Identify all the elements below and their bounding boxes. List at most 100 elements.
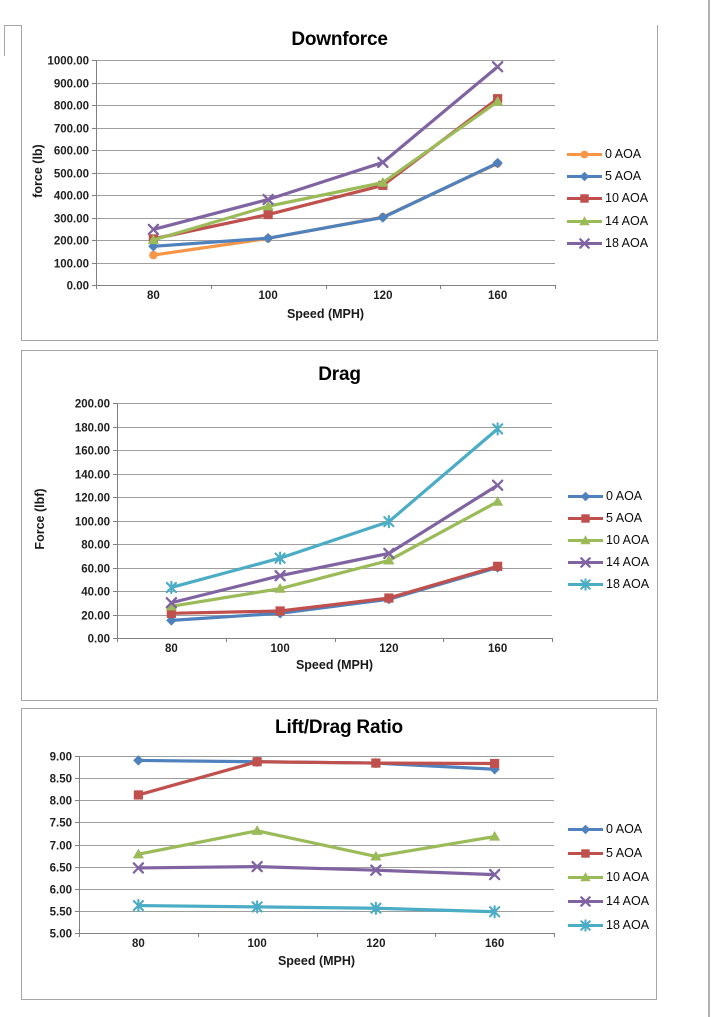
series-line[interactable] [169, 483, 500, 605]
x-tick-label: 120 [366, 938, 385, 950]
y-tick-label: 6.50 [50, 863, 72, 875]
legend-item[interactable]: 14 AOA [567, 554, 649, 570]
data-point-marker [579, 171, 590, 181]
data-point-marker [383, 554, 395, 565]
series-line[interactable] [136, 760, 497, 797]
data-point-marker [384, 593, 394, 603]
legend-item[interactable]: 10 AOA [567, 532, 649, 548]
data-point-marker [580, 193, 589, 203]
legend-item[interactable]: 5 AOA [566, 168, 641, 184]
series-line[interactable] [151, 161, 500, 248]
series-line[interactable] [169, 564, 500, 615]
data-point-marker [377, 212, 389, 223]
data-point-marker [580, 824, 591, 834]
legend-marker-asterisk-icon [568, 918, 603, 932]
data-point-marker [274, 583, 286, 593]
legend-marker-x-icon [568, 895, 603, 907]
x-tick-label: 160 [485, 938, 504, 950]
y-tick-label: 500.00 [54, 169, 89, 181]
chart-title: Lift/Drag Ratio [275, 717, 403, 738]
data-point-marker [262, 193, 274, 206]
series-line[interactable] [136, 829, 497, 859]
y-tick-label: 800.00 [54, 101, 89, 113]
data-point-marker [581, 513, 590, 523]
series-line[interactable] [151, 97, 500, 241]
legend-marker-diamond-icon [568, 491, 603, 501]
data-point-marker [491, 61, 504, 73]
data-point-marker [377, 156, 389, 169]
y-tick-label: 700.00 [54, 124, 89, 136]
y-tick-label: 0.00 [67, 281, 89, 293]
plot-area[interactable]: 1000.00900.00800.00700.00600.00500.00400… [22, 25, 659, 341]
legend-item[interactable]: 18 AOA [567, 576, 649, 592]
data-point-marker [274, 551, 286, 565]
legend-item[interactable]: 18 AOA [566, 235, 648, 251]
x-tick-label: 160 [488, 290, 507, 302]
data-point-marker [492, 496, 504, 506]
legend-item[interactable]: 5 AOA [567, 845, 642, 861]
legend-marker-square-icon [568, 513, 603, 523]
data-point-marker [252, 757, 262, 767]
legend-item[interactable]: 14 AOA [567, 893, 649, 909]
legend-item[interactable]: 0 AOA [566, 146, 641, 162]
series-line[interactable] [136, 903, 497, 914]
legend-item-label: 0 AOA [606, 489, 643, 503]
plot-area[interactable]: 9.00 8.50 8.00 7.50 7.00 6.50 6.00 5.50 5.00 80 10… [22, 709, 658, 1001]
data-point-marker [491, 479, 504, 491]
y-tick-label: 120.00 [75, 493, 110, 505]
data-point-marker [133, 790, 143, 800]
y-tick-label: 8.00 [50, 796, 72, 808]
series-line[interactable] [169, 500, 500, 608]
x-tick-label: 80 [165, 643, 178, 655]
data-point-marker [492, 96, 504, 106]
y-tick-label: 80.00 [81, 540, 110, 552]
legend-item[interactable]: 14 AOA [566, 213, 648, 229]
data-point-marker [579, 237, 590, 249]
x-tick-label: 120 [373, 290, 392, 302]
data-point-marker [490, 758, 500, 769]
y-tick-label: 6.00 [50, 885, 72, 897]
data-point-marker [580, 577, 591, 591]
data-point-marker [580, 871, 591, 881]
series-line[interactable] [151, 65, 500, 232]
drag-chart[interactable]: Drag Force (lbf) 200.00 180.00 160.00 140.0… [21, 350, 658, 701]
x-tick-label: 80 [147, 290, 160, 302]
x-axis-title: Speed (MPH) [286, 307, 365, 321]
legend-marker-asterisk-icon [568, 577, 603, 591]
y-tick-label: 160.00 [75, 446, 110, 458]
chart-title: Downforce [291, 29, 388, 50]
series-line[interactable] [151, 100, 500, 242]
legend-item[interactable]: 18 AOA [567, 917, 649, 933]
legend-item-label: 5 AOA [606, 511, 643, 525]
data-point-marker [166, 608, 176, 618]
legend-item-label: 0 AOA [605, 147, 642, 161]
x-tick-label: 80 [132, 938, 145, 950]
lift-drag-ratio-chart[interactable]: Lift/Drag Ratio 9.00 8.50 8.00 7.50 7.00 6.50… [21, 708, 657, 1000]
legend-item-label: 14 AOA [605, 214, 649, 228]
data-point-marker [580, 534, 591, 544]
data-point-marker [579, 215, 590, 225]
x-tick-label: 100 [271, 643, 290, 655]
downforce-chart[interactable]: Downforce force (lb) 1000.00 900.00 800.00… [21, 25, 658, 341]
legend-item-label: 18 AOA [605, 236, 649, 250]
legend-item[interactable]: 0 AOA [567, 488, 642, 504]
y-tick-label: 180.00 [75, 423, 110, 435]
data-point-marker [251, 860, 263, 873]
series-line[interactable] [169, 427, 500, 590]
legend-item[interactable]: 0 AOA [567, 821, 642, 837]
y-tick-label: 9.00 [50, 752, 72, 764]
legend-item[interactable]: 10 AOA [566, 190, 648, 206]
data-point-marker [149, 250, 158, 260]
data-point-marker [370, 901, 382, 915]
plot-area[interactable]: 200.00 180.00 160.00 140.00 120.00 100.00 80.0… [22, 351, 659, 702]
legend-item[interactable]: 5 AOA [567, 510, 642, 526]
legend-marker-square-icon [568, 848, 603, 858]
y-tick-label: 200.00 [75, 399, 110, 411]
y-tick-label: 5.00 [50, 929, 72, 941]
series-line[interactable] [136, 865, 497, 877]
data-point-marker [132, 848, 144, 859]
y-tick-label: 100.00 [75, 517, 110, 529]
legend-marker-triangle-icon [568, 534, 603, 544]
legend-item[interactable]: 10 AOA [567, 869, 649, 885]
data-point-marker [275, 606, 285, 616]
